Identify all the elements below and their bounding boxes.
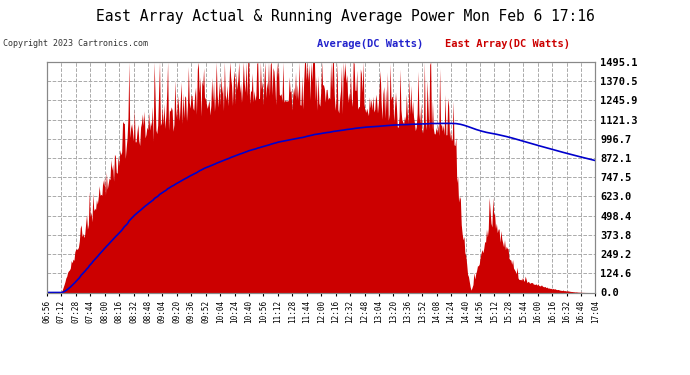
Text: Copyright 2023 Cartronics.com: Copyright 2023 Cartronics.com <box>3 39 148 48</box>
Text: East Array Actual & Running Average Power Mon Feb 6 17:16: East Array Actual & Running Average Powe… <box>96 9 594 24</box>
Text: Average(DC Watts): Average(DC Watts) <box>317 39 424 50</box>
Text: East Array(DC Watts): East Array(DC Watts) <box>445 39 570 50</box>
